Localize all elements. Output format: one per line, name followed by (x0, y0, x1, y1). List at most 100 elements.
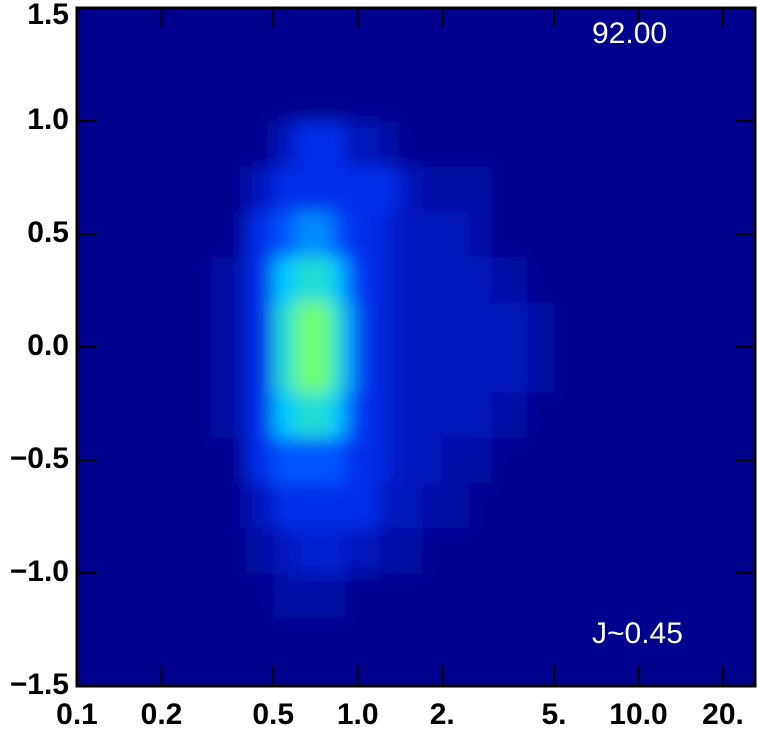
heatmap-cell (422, 166, 443, 212)
heatmap-cell (398, 256, 423, 303)
y-tick-label: 0.5 (27, 216, 69, 249)
heatmap-cell (442, 75, 470, 122)
heatmap-cell (273, 527, 296, 574)
x-tick-label: 5. (541, 698, 566, 731)
heatmap-cell (295, 166, 315, 212)
heatmap-cell (469, 482, 493, 529)
heatmap-cell (330, 482, 346, 529)
heatmap-cell (491, 347, 528, 393)
heatmap-cell (442, 121, 470, 167)
heatmap-cell (422, 347, 443, 393)
heatmap-cell (344, 75, 359, 122)
heatmap-cell (398, 437, 423, 484)
heatmap-cell (491, 482, 528, 529)
x-tick-label: 0.2 (141, 698, 183, 731)
heatmap-cell (442, 211, 470, 258)
heatmap-cell (273, 211, 296, 258)
heatmap-cell (491, 437, 528, 484)
heatmap-cell (295, 527, 315, 574)
heatmap-cell (526, 392, 555, 438)
heatmap-cell (379, 527, 400, 574)
heatmap-cell (295, 437, 315, 484)
heatmap-cell (246, 437, 274, 484)
heatmap-cell (526, 301, 555, 348)
heatmap-cell (469, 75, 493, 122)
heatmap-cell (442, 437, 470, 484)
heatmap-cell (210, 527, 247, 574)
heatmap-cell (210, 482, 247, 529)
heatmap-cell (379, 573, 400, 619)
heatmap-cell (357, 527, 381, 574)
heatmap-cell (295, 573, 315, 619)
heatmap-cell (210, 121, 247, 167)
heatmap-cell (344, 437, 359, 484)
heatmap-cell (526, 121, 555, 167)
heatmap-cell (246, 121, 274, 167)
heatmap-cell (422, 121, 443, 167)
heatmap-cell (210, 392, 247, 438)
heatmap-cell (422, 573, 443, 619)
heatmap-cell (398, 573, 423, 619)
heatmap-cell (344, 482, 359, 529)
heatmap-cell (210, 75, 247, 122)
heatmap-cell (469, 527, 493, 574)
heatmap-cell (469, 301, 493, 348)
heatmap-cell (330, 527, 346, 574)
heatmap-cell (469, 256, 493, 303)
heatmap-cell (344, 301, 359, 348)
axes: 0.1 0.2 0.5 1.0 2. 5. 10.0 20. −1.5 −1.0 −0.5 0.0 0.… (10, 0, 755, 731)
heatmap-cell (398, 392, 423, 438)
heatmap-cell (442, 573, 470, 619)
heatmap-cell (491, 166, 528, 212)
heatmap-cell (442, 482, 470, 529)
x-tick-label: 20. (702, 698, 744, 731)
heatmap-cell (491, 527, 528, 574)
heatmap-cell (379, 301, 400, 348)
heatmap-cell (398, 482, 423, 529)
heatmap-cell (357, 121, 381, 167)
heatmap-cell (469, 573, 493, 619)
heatmap-cell (314, 256, 332, 303)
heatmap-cell (526, 166, 555, 212)
heatmap-cell (398, 347, 423, 393)
heatmap-cell (295, 347, 315, 393)
heatmap-cell (526, 347, 555, 393)
heatmap-cell (246, 392, 274, 438)
heatmap-cell (422, 527, 443, 574)
heatmap-cell (246, 166, 274, 212)
heatmap-cell (210, 256, 247, 303)
heatmap-cell (246, 482, 274, 529)
heatmap-cell (246, 301, 274, 348)
x-tick-label: 0.1 (56, 698, 98, 731)
heatmap-cell (344, 121, 359, 167)
heatmap-cell (398, 75, 423, 122)
heatmap-cell (491, 301, 528, 348)
heatmap-cell (273, 166, 296, 212)
heatmap-cell (330, 256, 346, 303)
heatmap-cell (422, 301, 443, 348)
heatmap-cell (314, 573, 332, 619)
heatmap-cell (246, 211, 274, 258)
heatmap-cell (330, 166, 346, 212)
heatmap-cell (210, 211, 247, 258)
heatmap-cell (357, 573, 381, 619)
heatmap-cell (344, 166, 359, 212)
heatmap-cell (469, 437, 493, 484)
heatmap-cell (273, 301, 296, 348)
heatmap-cell (314, 121, 332, 167)
heatmap-cell (295, 211, 315, 258)
heatmap-cell (442, 301, 470, 348)
heatmap-cell (295, 75, 315, 122)
heatmap-cell (330, 301, 346, 348)
y-tick-label: −0.5 (10, 442, 69, 475)
heatmap-cell (398, 166, 423, 212)
x-tick-label: 1.0 (337, 698, 379, 731)
heatmap-cell (330, 121, 346, 167)
heatmap-cell (330, 437, 346, 484)
heatmap-cell (210, 166, 247, 212)
heatmap-cell (314, 437, 332, 484)
heatmap-cell (379, 211, 400, 258)
x-tick-label: 10.0 (609, 698, 667, 731)
x-tick-label: 2. (430, 698, 455, 731)
heatmap-cell (314, 527, 332, 574)
